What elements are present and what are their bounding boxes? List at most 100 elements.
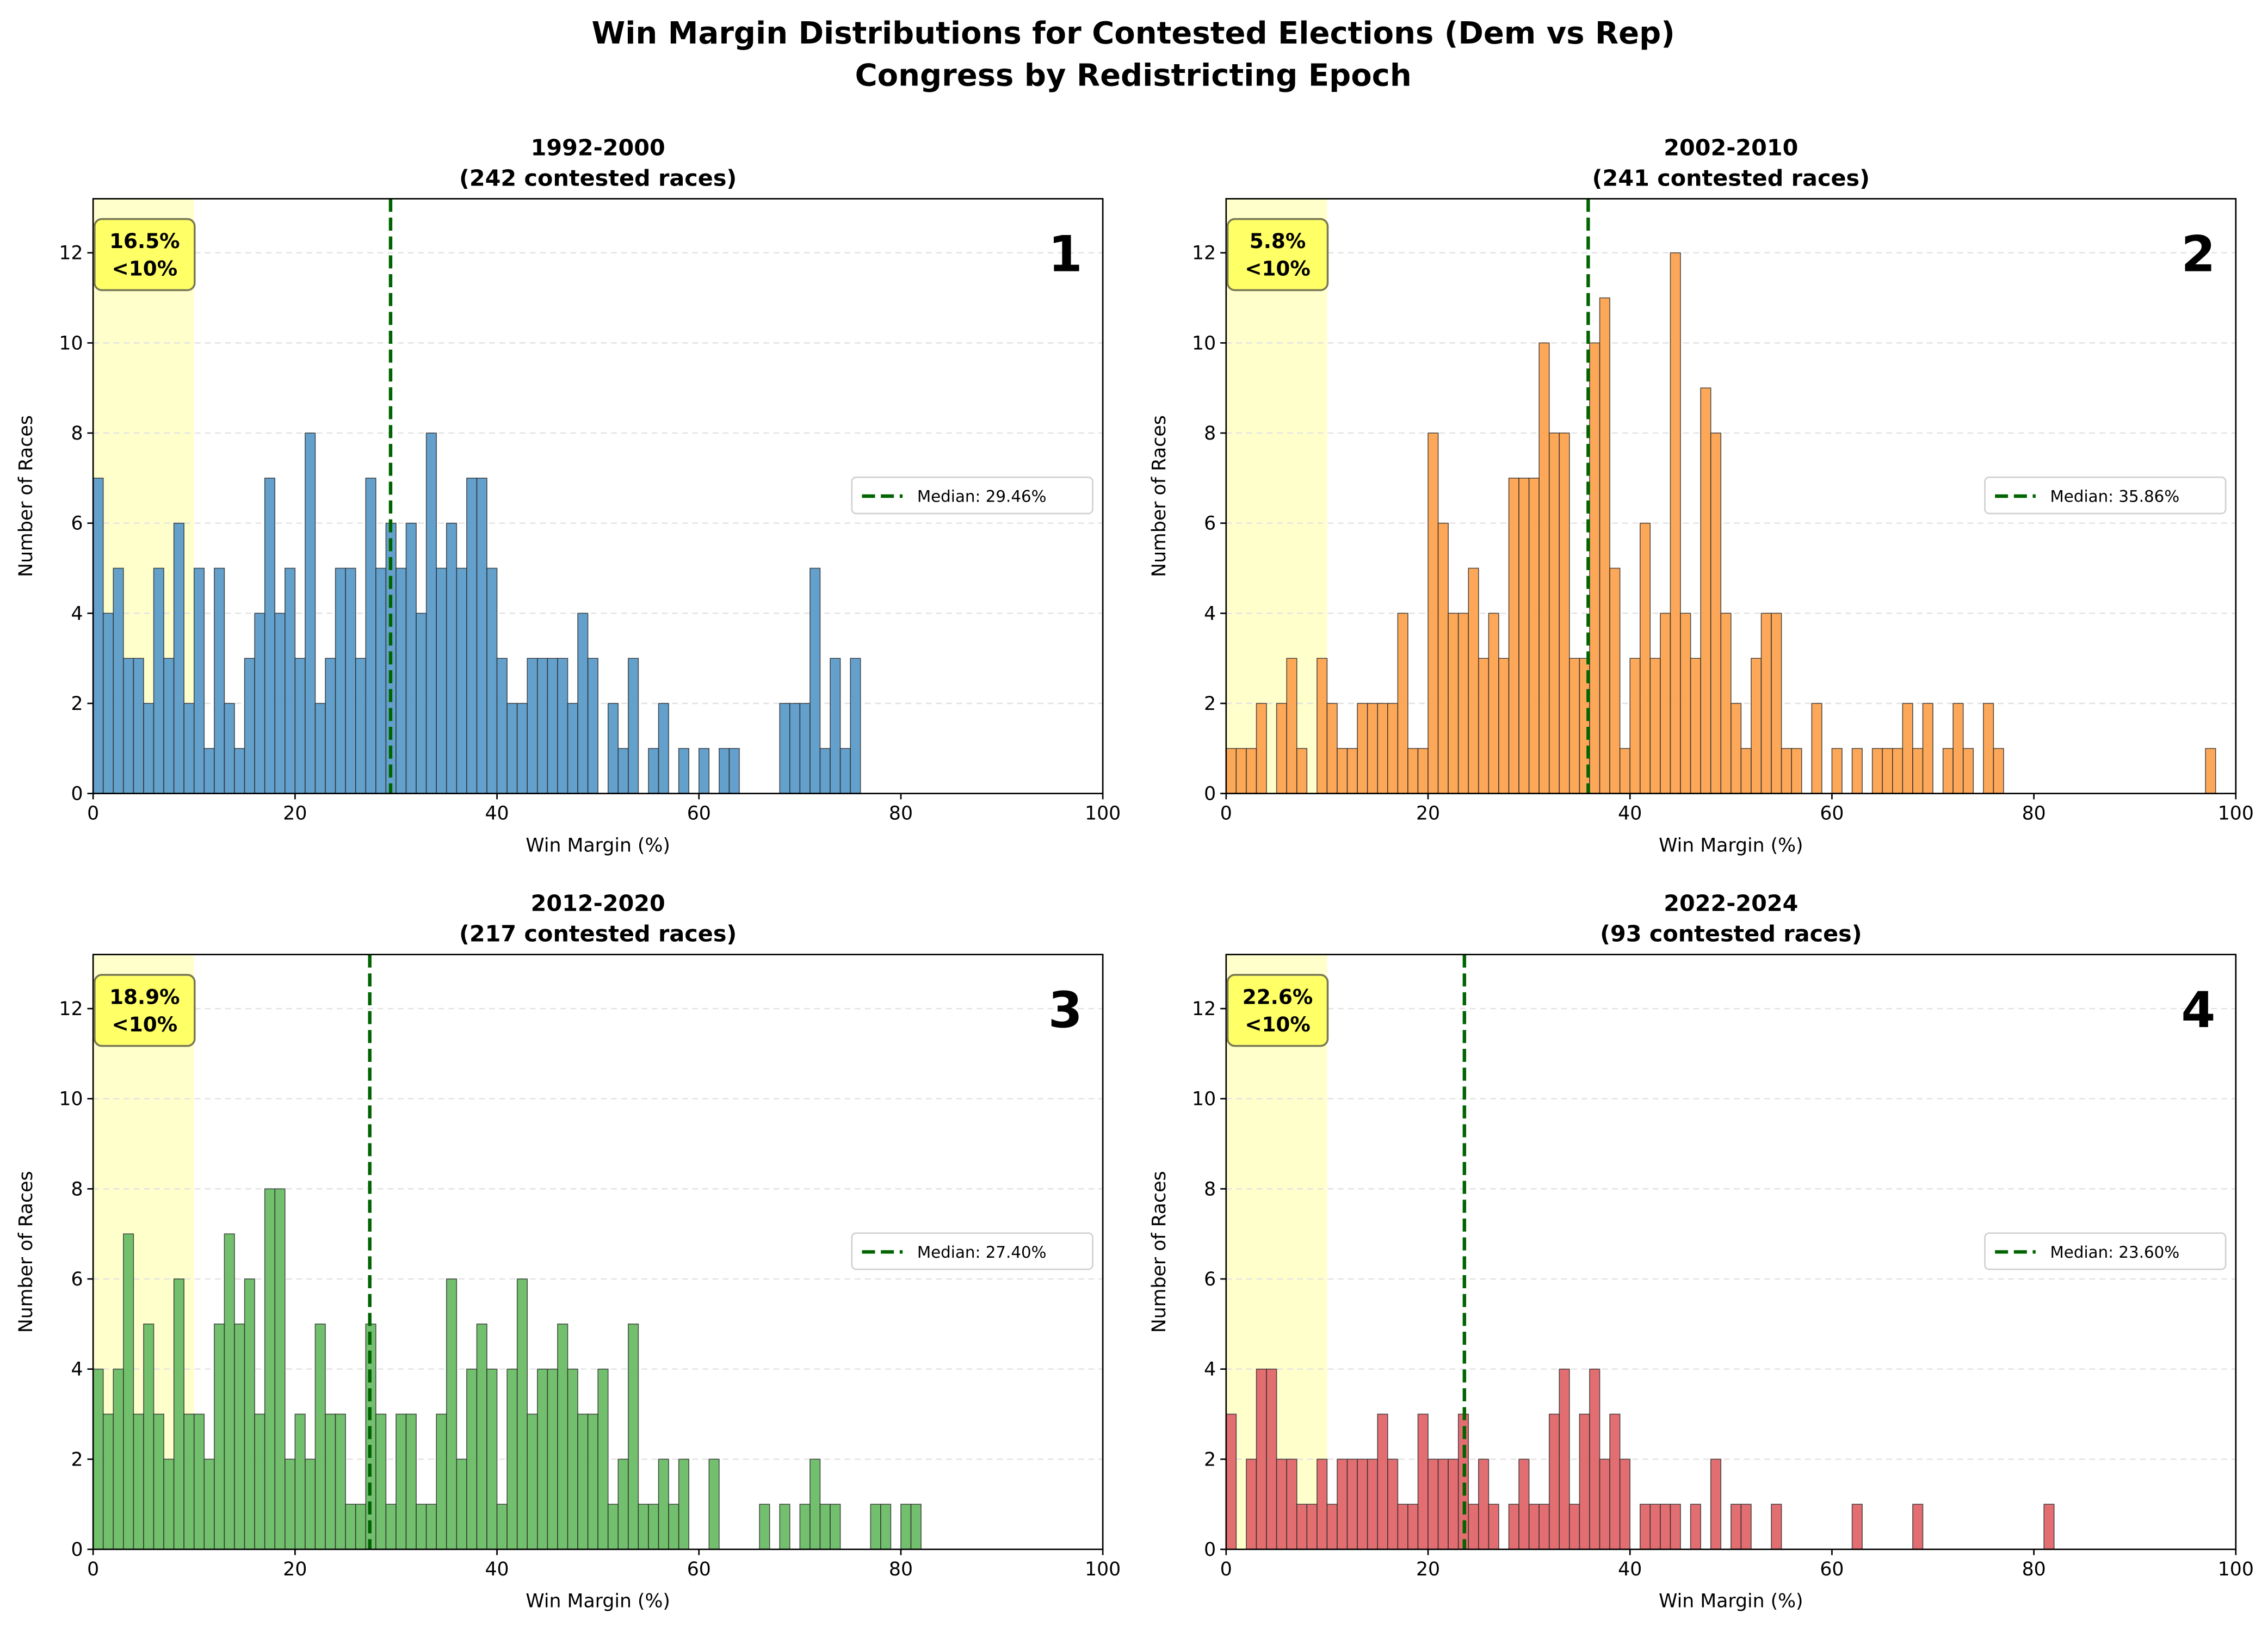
histogram-bar (617, 748, 629, 794)
x-tick-label: 80 (2022, 803, 2046, 825)
x-axis-label: Win Margin (%) (526, 834, 670, 856)
histogram-bar (476, 1324, 487, 1550)
histogram-bar (2205, 748, 2216, 794)
x-tick-label: 40 (485, 1559, 509, 1580)
histogram-bar (789, 703, 801, 794)
histogram-bar (456, 567, 467, 794)
histogram-bar (1478, 1458, 1490, 1550)
histogram-bar (335, 1413, 346, 1550)
x-tick-label: 20 (283, 803, 307, 825)
histogram-bar (1751, 658, 1762, 794)
x-axis-label: Win Margin (%) (1659, 834, 1803, 856)
histogram-bar (466, 1368, 478, 1550)
y-tick-label: 4 (71, 1359, 83, 1381)
histogram-bar (1448, 613, 1459, 794)
close-race-share-value: 22.6% (1243, 985, 1313, 1009)
histogram-bar (1700, 387, 1711, 794)
histogram-bar (1599, 297, 1610, 794)
histogram-bar (173, 522, 185, 794)
y-tick-label: 10 (1192, 332, 1216, 354)
histogram-bar (1922, 703, 1933, 794)
histogram-bar (163, 1458, 175, 1550)
panel-3: 0 20 40 60 80 100 0 2 4 6 8 10 12 Win Margin (%) Numbe… (15, 891, 1121, 1612)
histogram-bar (1962, 748, 1974, 794)
histogram-bar (1871, 748, 1883, 794)
histogram-bar (1468, 1504, 1479, 1550)
histogram-bar (547, 658, 558, 794)
y-tick-label: 2 (1204, 1449, 1216, 1470)
histogram-bar (1599, 1458, 1610, 1550)
histogram-bar (708, 1458, 720, 1550)
histogram-bar (537, 658, 548, 794)
histogram-bar (1983, 703, 1994, 794)
histogram-bar (1417, 748, 1429, 794)
histogram-bar (1296, 1504, 1308, 1550)
histogram-bar (1417, 1413, 1429, 1550)
histogram-bar (375, 567, 387, 794)
histogram-bar (274, 613, 286, 794)
x-tick-label: 100 (2218, 803, 2254, 825)
x-tick-label: 80 (889, 1559, 913, 1580)
x-tick-label: 100 (2218, 1559, 2254, 1580)
histogram-bar (244, 658, 255, 794)
histogram-bar (314, 1324, 326, 1550)
y-tick-label: 12 (1192, 243, 1216, 264)
histogram-bar (1791, 748, 1802, 794)
histogram-bar (405, 1413, 417, 1550)
legend-label: Median: 23.60% (2050, 1243, 2180, 1262)
close-race-share-box (94, 974, 196, 1047)
histogram-bar (678, 1458, 690, 1550)
y-tick-label: 8 (1204, 423, 1216, 444)
x-axis-label: Win Margin (%) (526, 1591, 670, 1612)
histogram-bar (577, 613, 589, 794)
histogram-bar (153, 1413, 164, 1550)
y-tick-label: 4 (1204, 1359, 1216, 1381)
histogram-bar (628, 1324, 639, 1550)
histogram-bar (1639, 1504, 1651, 1550)
histogram-bar (1478, 658, 1490, 794)
close-race-share-label: <10% (1245, 257, 1311, 281)
histogram-bar (355, 658, 367, 794)
histogram-bar (1781, 748, 1792, 794)
histogram-bar (1528, 1504, 1540, 1550)
histogram-bar (1538, 342, 1550, 794)
histogram-bar (648, 748, 659, 794)
histogram-bar (830, 658, 841, 794)
histogram-bar (1740, 748, 1752, 794)
x-tick-label: 20 (1416, 1559, 1440, 1580)
histogram-bar (1357, 1458, 1368, 1550)
x-tick-label: 80 (889, 803, 913, 825)
y-tick-label: 6 (71, 513, 83, 535)
legend-label: Median: 27.40% (917, 1243, 1047, 1262)
histogram-bar (1731, 703, 1742, 794)
histogram-bar (436, 567, 447, 794)
histogram-bar (1317, 658, 1328, 794)
histogram-bar (506, 703, 518, 794)
histogram-bar (1710, 432, 1722, 794)
y-tick-label: 12 (1192, 998, 1216, 1020)
histogram-bar (254, 613, 265, 794)
histogram-bar (537, 1368, 548, 1550)
histogram-bar (1286, 658, 1297, 794)
histogram-bar (203, 1458, 215, 1550)
histogram-bar (527, 658, 538, 794)
y-tick-label: 2 (1204, 693, 1216, 715)
histogram-bar (365, 478, 376, 794)
histogram-bar (1346, 748, 1358, 794)
panel-1: 0 20 40 60 80 100 0 2 4 6 8 10 12 Win Margin (%) Numbe… (15, 134, 1121, 856)
histogram-bar (1367, 703, 1379, 794)
histogram-bar (648, 1504, 659, 1550)
histogram-bar (547, 1368, 558, 1550)
y-tick-label: 4 (1204, 603, 1216, 625)
histogram-bar (325, 1413, 336, 1550)
histogram-bar (405, 522, 417, 794)
close-race-share-box (94, 218, 196, 292)
x-tick-label: 20 (283, 1559, 307, 1580)
histogram-bar (234, 1324, 245, 1550)
histogram-bar (214, 567, 225, 794)
x-tick-label: 60 (1820, 803, 1844, 825)
histogram-bar (1670, 252, 1681, 794)
histogram-bar (1326, 1504, 1338, 1550)
